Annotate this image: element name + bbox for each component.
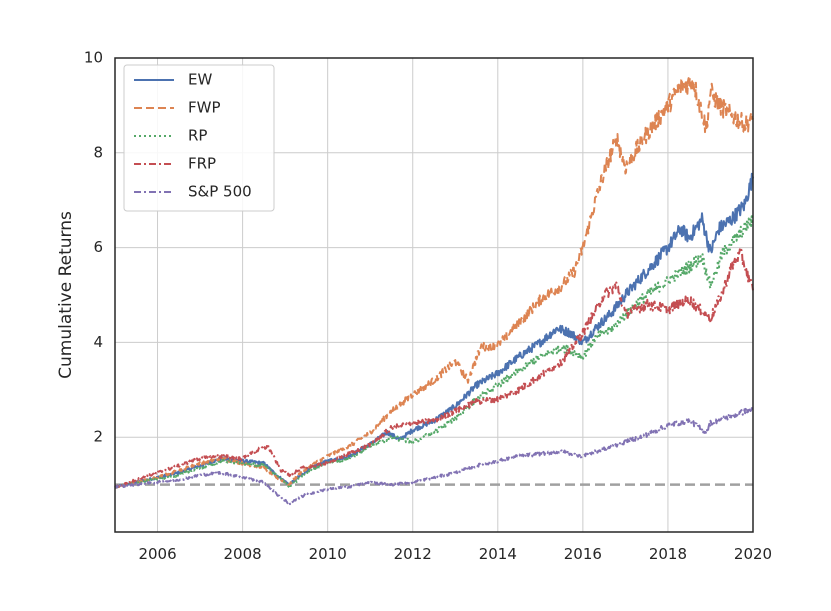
y-tick-label: 2 bbox=[93, 428, 103, 446]
legend-box bbox=[123, 64, 275, 212]
series-line-frp bbox=[114, 246, 754, 489]
legend-label: RP bbox=[188, 127, 207, 145]
series-line-s-p-500 bbox=[114, 406, 754, 506]
x-tick-label: 2008 bbox=[224, 545, 262, 563]
legend-items: EW FWP RP FRP S&P 500 bbox=[134, 71, 252, 201]
legend-label: EW bbox=[188, 71, 212, 89]
legend: EW FWP RP FRP S&P 500 bbox=[123, 64, 275, 212]
series-line-rp bbox=[114, 213, 754, 489]
x-tick-label: 2010 bbox=[309, 545, 347, 563]
series-layer bbox=[114, 76, 754, 506]
x-tick-label: 2006 bbox=[138, 545, 176, 563]
y-axis-label: Cumulative Returns bbox=[56, 211, 76, 379]
legend-label: FWP bbox=[188, 99, 221, 117]
series-line-ew bbox=[114, 172, 754, 489]
x-tick-label: 2018 bbox=[649, 545, 687, 563]
y-tick-label: 6 bbox=[93, 238, 103, 256]
y-tick-label: 10 bbox=[84, 49, 103, 67]
y-tick-label: 4 bbox=[93, 333, 103, 351]
tick-labels: 2006 2008 2010 2012 2014 2016 2018 2020 2 4 6 8 10 bbox=[84, 49, 772, 564]
x-tick-label: 2014 bbox=[479, 545, 517, 563]
y-tick-label: 8 bbox=[93, 143, 103, 161]
plot-frame bbox=[114, 57, 754, 533]
x-tick-label: 2020 bbox=[734, 545, 772, 563]
x-tick-label: 2016 bbox=[564, 545, 602, 563]
series-line-fwp bbox=[114, 76, 754, 489]
legend-label: S&P 500 bbox=[188, 183, 252, 201]
x-tick-label: 2012 bbox=[394, 545, 432, 563]
legend-label: FRP bbox=[188, 155, 216, 173]
